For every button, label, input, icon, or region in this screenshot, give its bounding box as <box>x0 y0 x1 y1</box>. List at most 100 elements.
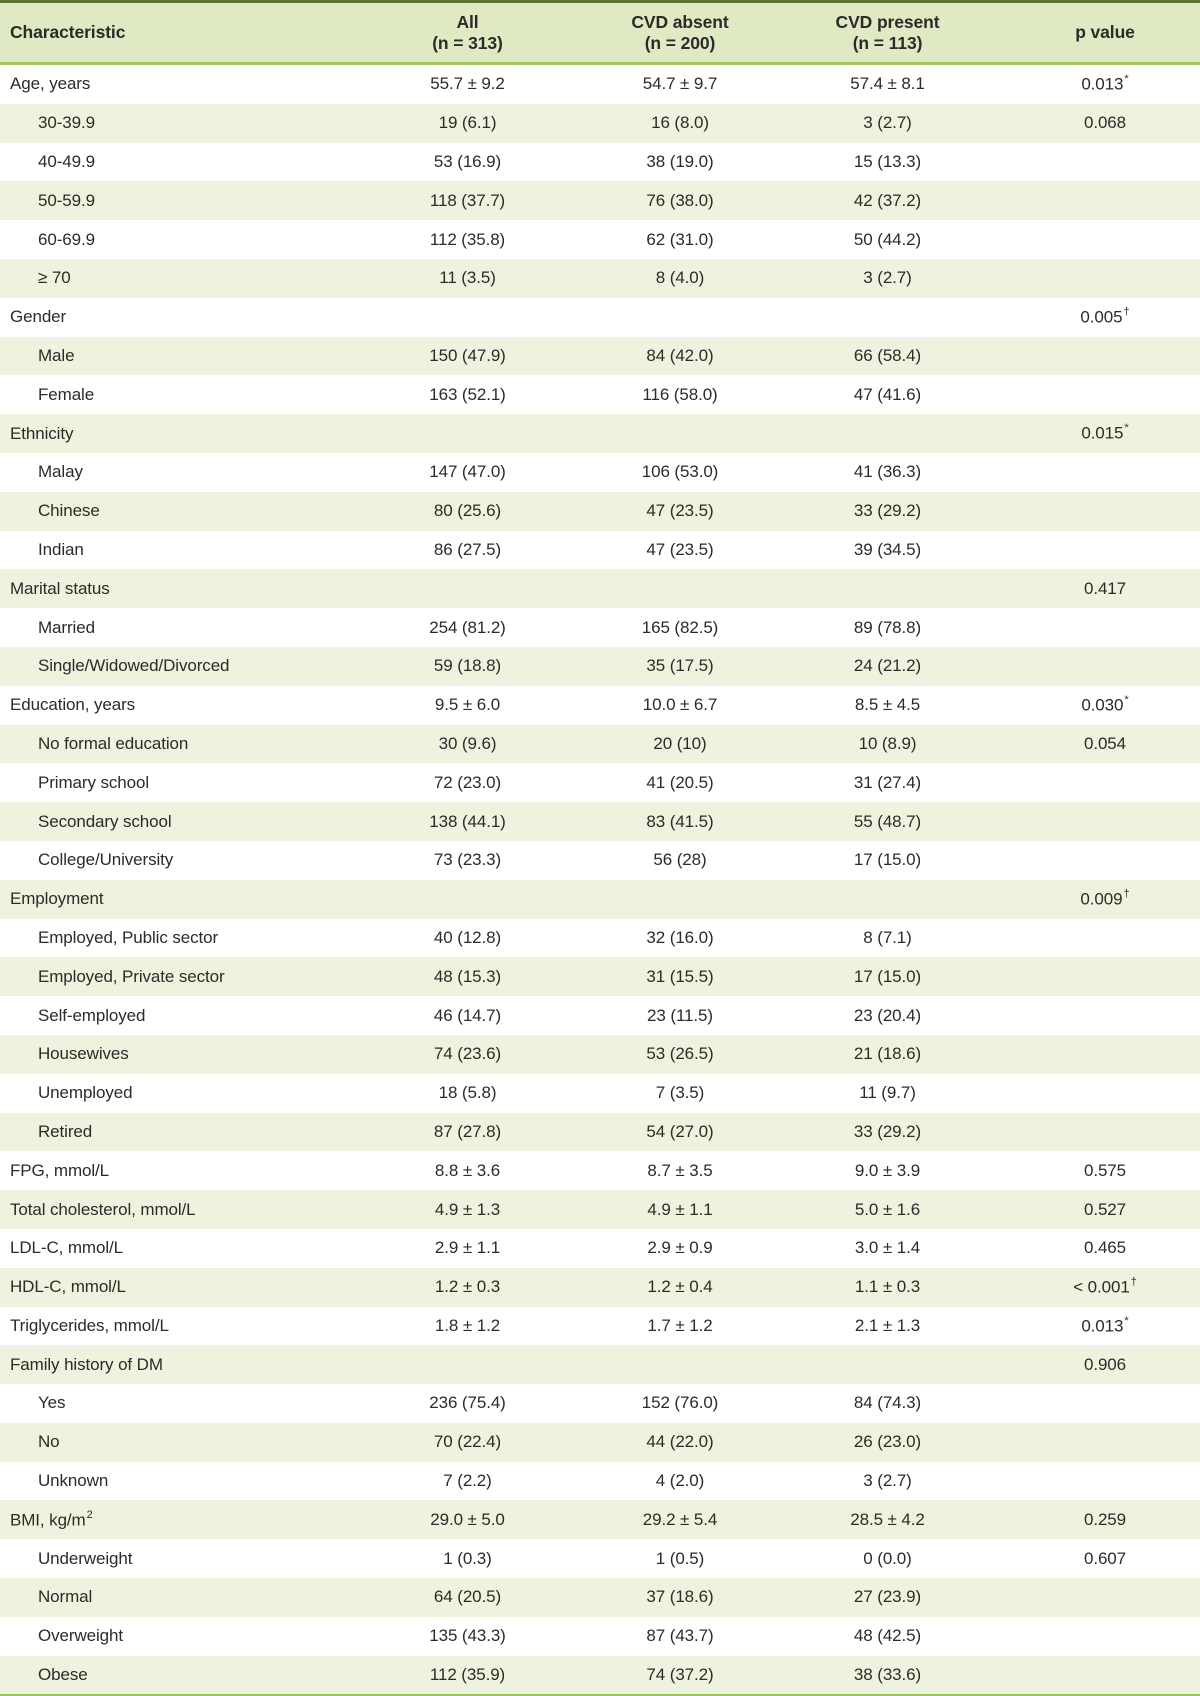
table-row: Indian 86 (27.5) 47 (23.5) 39 (34.5) <box>0 530 1200 570</box>
p-value-cell: 0.527 <box>1083 1199 1127 1219</box>
characteristic-cell: Employment <box>10 889 104 909</box>
all-value-cell: 112 (35.8) <box>429 229 506 249</box>
all-value-cell: 70 (22.4) <box>433 1432 502 1452</box>
cvd-present-value-cell: 38 (33.6) <box>853 1665 922 1685</box>
p-value-cell: 0.068 <box>1083 113 1127 133</box>
all-value-cell: 138 (44.1) <box>429 811 506 831</box>
cvd-absent-value-cell: 41 (20.5) <box>646 772 714 792</box>
superscript-mark: 2 <box>86 1508 93 1521</box>
table-row: 50-59.9 118 (37.7) 76 (38.0) 42 (37.2) <box>0 181 1200 221</box>
cvd-absent-value-cell: 16 (8.0) <box>651 113 709 133</box>
p-value-cell <box>990 1578 1200 1617</box>
all-value-cell: 1 (0.3) <box>443 1548 492 1568</box>
cvd-present-value-cell: 42 (37.2) <box>853 190 922 210</box>
cvd-present-value-cell: 48 (42.5) <box>853 1626 922 1646</box>
cvd-absent-value-cell: 76 (38.0) <box>646 190 714 210</box>
column-header-characteristic: Characteristic <box>10 22 126 42</box>
cvd-absent-value-cell: 165 (82.5) <box>641 617 719 637</box>
cvd-present-value-cell: 66 (58.4) <box>853 345 922 365</box>
table-row: Ethnicity 0.015* <box>0 414 1200 453</box>
characteristic-cell: Retired <box>38 1121 93 1141</box>
characteristic-cell: Obese <box>38 1665 88 1685</box>
cvd-absent-value-cell: 54 (27.0) <box>646 1121 714 1141</box>
characteristic-cell: 50-59.9 <box>38 190 95 210</box>
table-row: Unknown 7 (2.2) 4 (2.0) 3 (2.7) <box>0 1461 1200 1501</box>
cvd-present-value-cell: 5.0 ± 1.6 <box>854 1199 921 1219</box>
table-row: Retired 87 (27.8) 54 (27.0) 33 (29.2) <box>0 1112 1200 1152</box>
p-value-cell <box>990 763 1200 802</box>
table-row: Overweight 135 (43.3) 87 (43.7) 48 (42.5) <box>0 1616 1200 1656</box>
p-value-cell <box>990 143 1200 182</box>
p-value-cell <box>990 1035 1200 1074</box>
all-value-cell <box>360 414 575 453</box>
p-value-cell: 0.005† <box>1080 305 1130 327</box>
all-value-cell: 48 (15.3) <box>433 966 502 986</box>
characteristic-cell: Underweight <box>38 1548 133 1568</box>
p-value-cell: 0.030* <box>1081 693 1129 715</box>
p-value-cell: 0.013* <box>1081 1314 1129 1336</box>
cvd-present-value-cell: 10 (8.9) <box>858 733 917 753</box>
table-row: Primary school 72 (23.0) 41 (20.5) 31 (27.4… <box>0 763 1200 803</box>
characteristic-cell: Age, years <box>10 74 91 94</box>
column-header-cvd-absent-line2: (n = 200) <box>644 32 716 53</box>
characteristic-cell: Gender <box>10 307 67 327</box>
all-value-cell: 9.5 ± 6.0 <box>434 695 501 715</box>
table-row: Employment 0.009† <box>0 879 1200 919</box>
p-value-cell: 0.607 <box>1083 1548 1127 1568</box>
p-value-cell <box>990 919 1200 958</box>
table-header-row: Characteristic All (n = 313) CVD absent … <box>0 1 1200 64</box>
cvd-present-value-cell: 84 (74.3) <box>853 1393 922 1413</box>
p-value-cell: 0.013* <box>1081 73 1129 94</box>
cvd-absent-value-cell: 83 (41.5) <box>646 811 714 831</box>
cvd-absent-value-cell: 23 (11.5) <box>647 1005 713 1025</box>
characteristic-cell: Employed, Public sector <box>38 927 219 947</box>
characteristic-cell: 30-39.9 <box>38 113 95 133</box>
cvd-present-value-cell: 9.0 ± 3.9 <box>854 1160 921 1180</box>
characteristic-cell: No <box>38 1432 60 1452</box>
characteristic-cell: Overweight <box>38 1626 123 1646</box>
cvd-present-value-cell <box>785 569 990 608</box>
all-value-cell <box>360 1345 575 1384</box>
cvd-present-value-cell: 11 (9.7) <box>859 1083 916 1103</box>
characteristic-cell: 60-69.9 <box>38 229 95 249</box>
cvd-present-value-cell: 24 (21.2) <box>853 656 922 676</box>
all-value-cell: 2.9 ± 1.1 <box>434 1238 501 1258</box>
cvd-present-value-cell: 27 (23.9) <box>853 1587 922 1607</box>
table-row: Self-employed 46 (14.7) 23 (11.5) 23 (20.4) <box>0 996 1200 1035</box>
cvd-present-value-cell: 41 (36.3) <box>853 462 922 482</box>
all-value-cell: 86 (27.5) <box>433 539 502 559</box>
cvd-absent-value-cell: 106 (53.0) <box>641 462 719 482</box>
cvd-present-value-cell: 17 (15.0) <box>853 850 922 870</box>
cvd-absent-value-cell: 53 (26.5) <box>646 1044 714 1064</box>
cvd-present-value-cell: 47 (41.6) <box>853 384 922 404</box>
all-value-cell: 40 (12.8) <box>433 927 502 947</box>
p-value-cell <box>990 220 1200 259</box>
table-row: Total cholesterol, mmol/L 4.9 ± 1.3 4.9 ± … <box>0 1190 1200 1229</box>
characteristic-cell: Malay <box>38 462 83 482</box>
cvd-present-value-cell: 23 (20.4) <box>853 1005 922 1025</box>
cvd-present-value-cell: 3.0 ± 1.4 <box>854 1238 921 1258</box>
column-header-cvd-present: CVD present (n = 113) <box>785 2 990 64</box>
p-value-cell <box>990 375 1200 414</box>
cvd-absent-value-cell: 84 (42.0) <box>646 345 714 365</box>
cvd-absent-value-cell: 29.2 ± 5.4 <box>642 1509 718 1529</box>
characteristic-cell: Secondary school <box>38 811 172 831</box>
p-value-cell <box>990 1617 1200 1656</box>
all-value-cell: 4.9 ± 1.3 <box>434 1199 501 1219</box>
cvd-absent-value-cell: 4.9 ± 1.1 <box>647 1199 713 1219</box>
characteristic-cell: Education, years <box>10 695 136 715</box>
table-row: Single/Widowed/Divorced 59 (18.8) 35 (17.5… <box>0 646 1200 686</box>
p-value-cell: 0.259 <box>1083 1509 1127 1529</box>
superscript-mark: * <box>1124 422 1129 435</box>
characteristic-cell: Marital status <box>10 578 110 598</box>
cvd-absent-value-cell: 35 (17.5) <box>646 656 714 676</box>
all-value-cell <box>360 880 575 919</box>
all-value-cell: 46 (14.7) <box>433 1005 502 1025</box>
p-value-cell <box>990 841 1200 880</box>
characteristic-cell: Unknown <box>38 1471 109 1491</box>
all-value-cell: 7 (2.2) <box>443 1471 492 1491</box>
table-row: No 70 (22.4) 44 (22.0) 26 (23.0) <box>0 1422 1200 1462</box>
all-value-cell: 135 (43.3) <box>429 1626 506 1646</box>
all-value-cell: 29.0 ± 5.0 <box>430 1509 505 1529</box>
cvd-absent-value-cell: 31 (15.5) <box>646 966 714 986</box>
